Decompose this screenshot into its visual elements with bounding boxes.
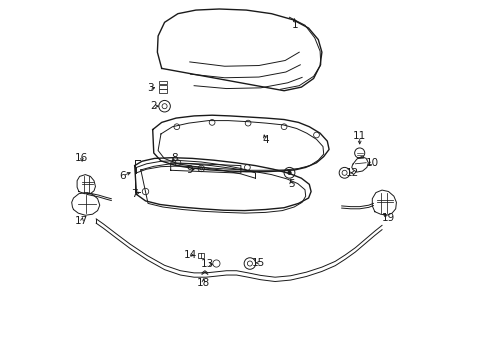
- Text: 3: 3: [147, 83, 154, 93]
- Text: 16: 16: [75, 153, 88, 163]
- Text: 14: 14: [183, 250, 197, 260]
- Text: 10: 10: [365, 158, 378, 168]
- Text: 17: 17: [75, 216, 88, 226]
- Bar: [159, 81, 166, 84]
- Text: 19: 19: [381, 213, 394, 223]
- Text: 6: 6: [119, 171, 126, 181]
- Text: 8: 8: [171, 153, 177, 163]
- Text: 5: 5: [287, 179, 294, 189]
- Bar: [197, 253, 204, 258]
- Text: 1: 1: [292, 20, 298, 30]
- Text: 7: 7: [131, 189, 138, 199]
- Text: 12: 12: [345, 168, 358, 178]
- Bar: [159, 89, 166, 93]
- Text: 18: 18: [197, 278, 210, 288]
- Text: 11: 11: [352, 131, 366, 141]
- Bar: [159, 85, 166, 89]
- Circle shape: [287, 171, 291, 175]
- Text: 4: 4: [262, 135, 268, 145]
- Text: 2: 2: [150, 101, 157, 111]
- Text: 15: 15: [251, 258, 264, 268]
- Text: 9: 9: [186, 165, 193, 175]
- Text: 13: 13: [201, 259, 214, 269]
